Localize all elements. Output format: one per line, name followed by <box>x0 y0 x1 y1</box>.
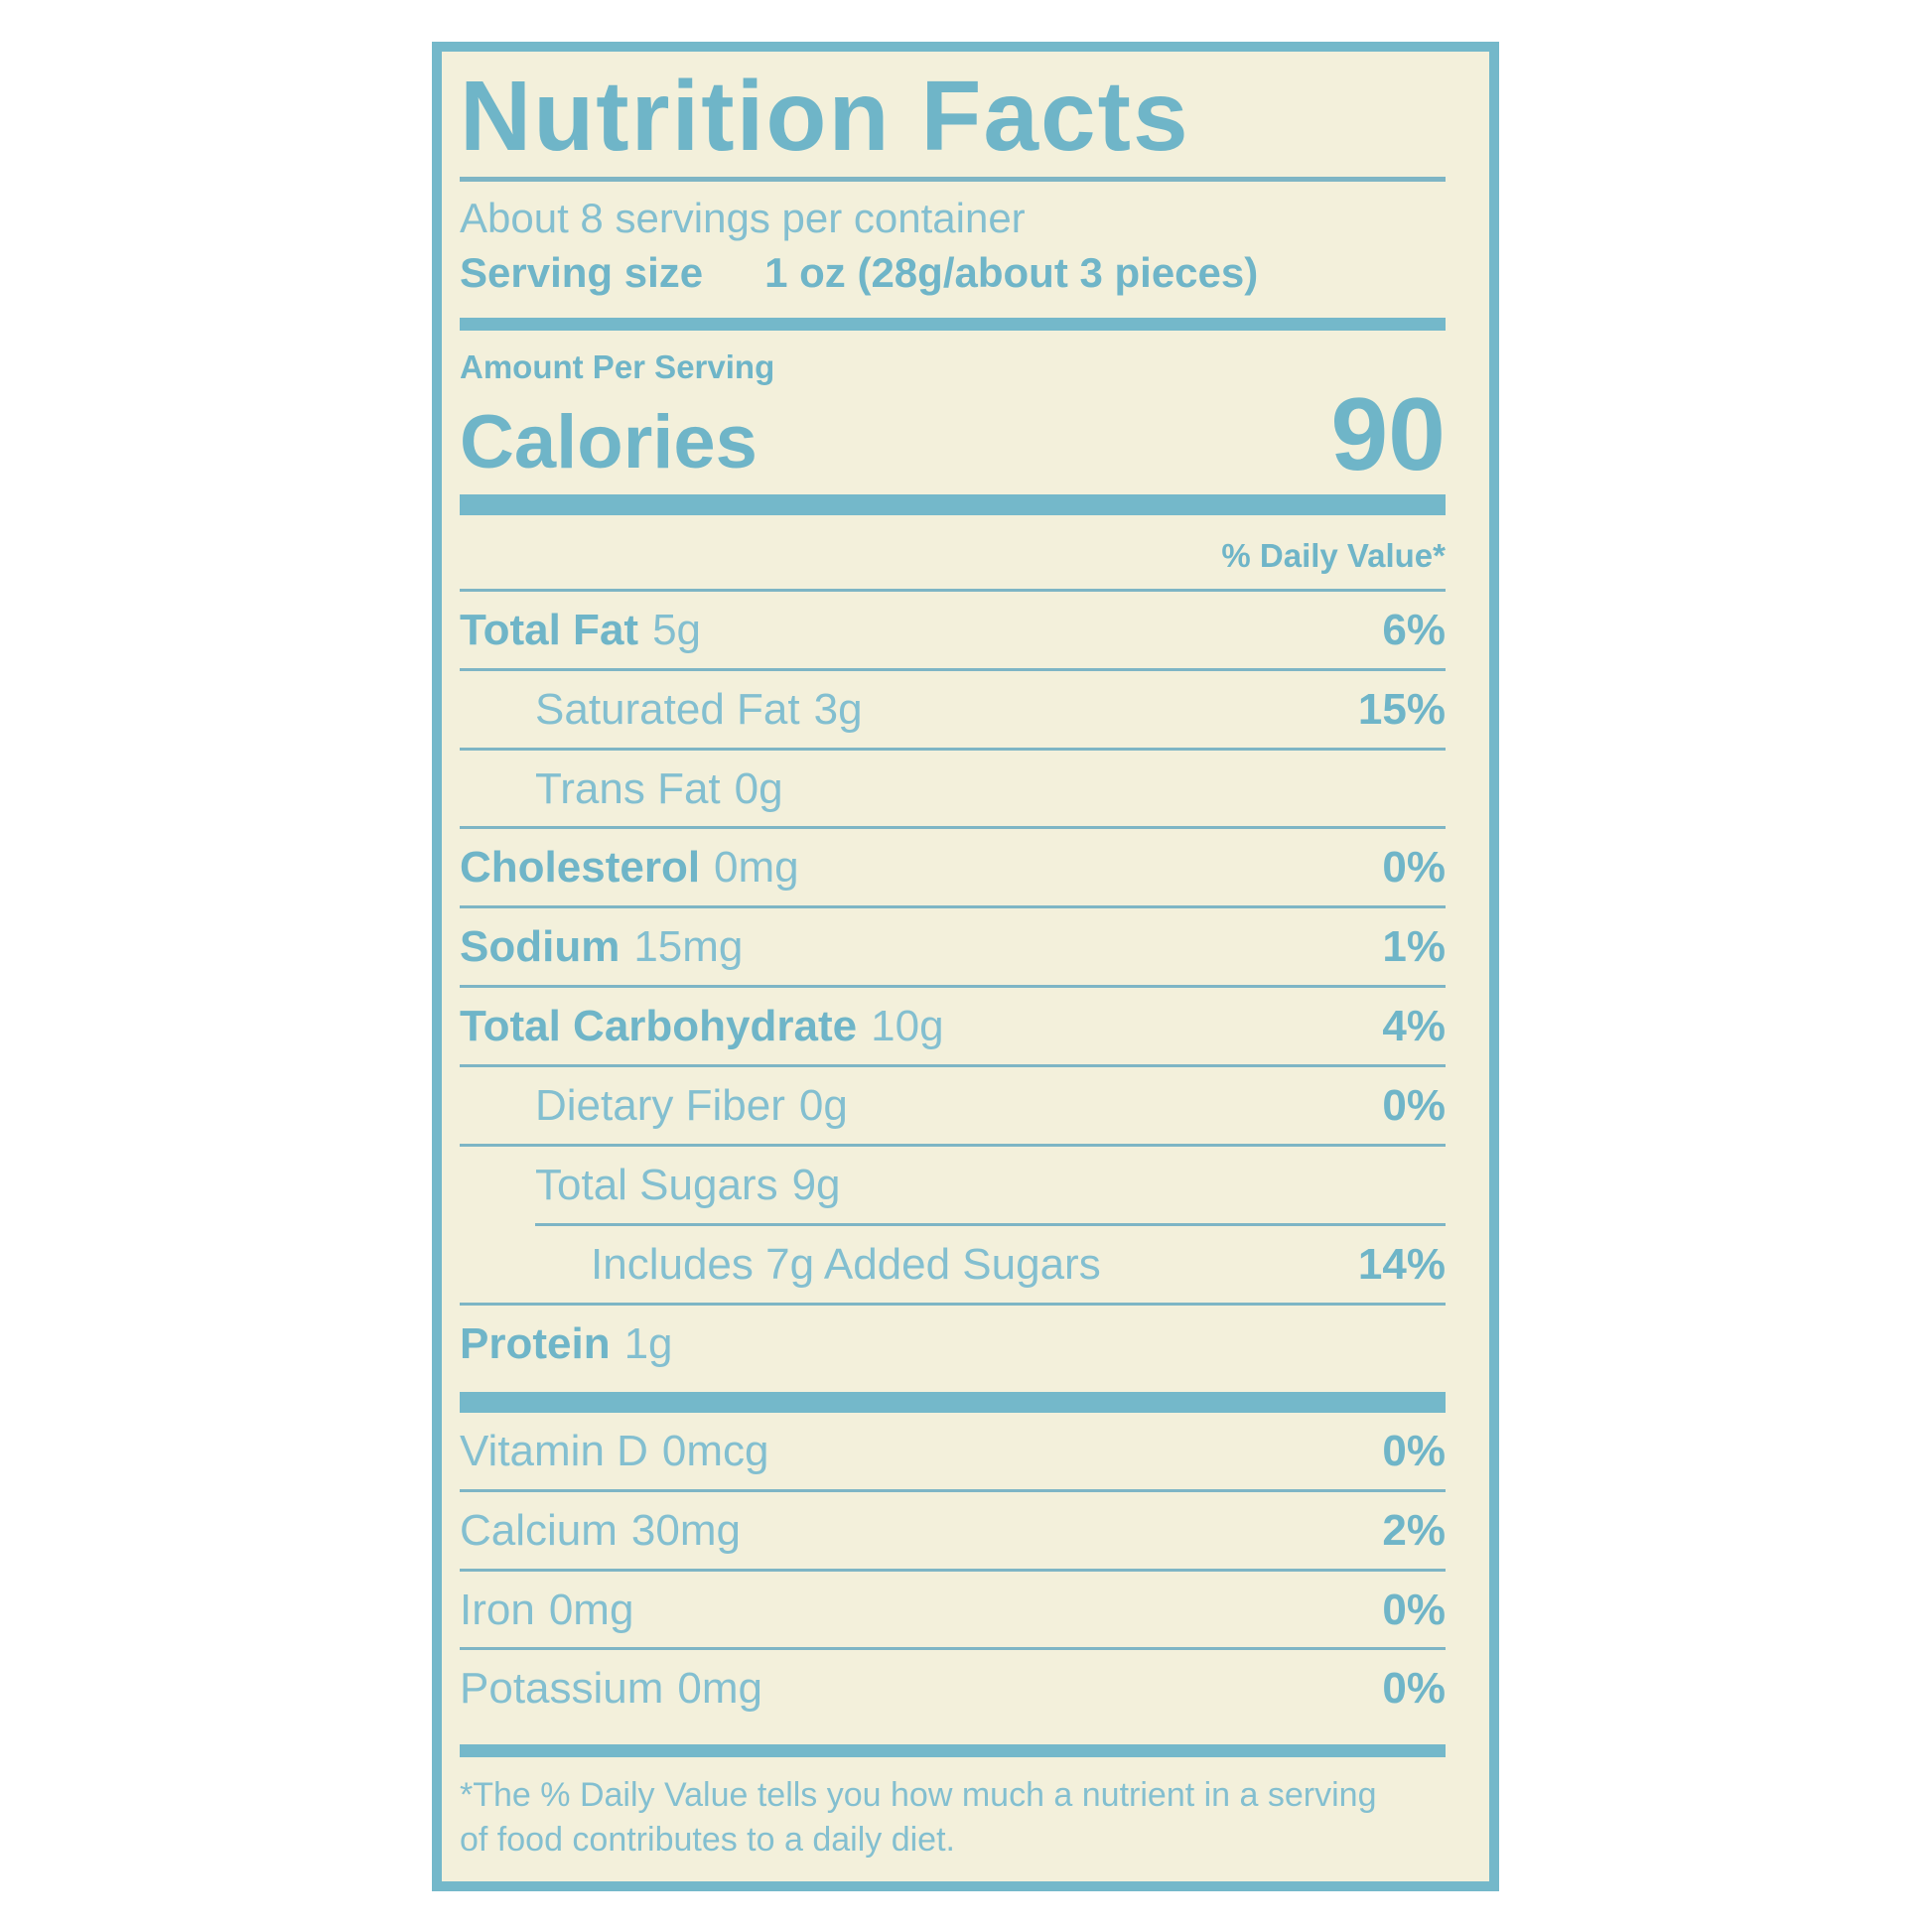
nutrient-percent: 6% <box>1382 605 1446 654</box>
serving-size-row: Serving size 1 oz (28g/about 3 pieces) <box>460 247 1446 300</box>
nutrient-name: Potassium <box>460 1664 664 1714</box>
daily-value-footnote: *The % Daily Value tells you how much a … <box>460 1776 1377 1859</box>
nutrient-name: Total Carbohydrate <box>460 1002 858 1051</box>
section-bar-thick <box>460 493 1446 515</box>
nutrient-row: Total Carbohydrate 10g 4% <box>460 988 1446 1064</box>
nutrient-row: Potassium 0mg 0% <box>460 1650 1446 1726</box>
nutrient-name: Saturated Fat <box>535 684 800 734</box>
separator-rule <box>460 667 1446 671</box>
nutrient-name: Dietary Fiber <box>535 1081 785 1131</box>
nutrient-percent: 2% <box>1382 1505 1446 1555</box>
nutrient-name: Iron <box>460 1585 535 1634</box>
daily-value-header: % Daily Value* <box>1221 536 1446 574</box>
micronutrient-rows: Vitamin D 0mcg 0% Calcium 30mg 2% Iron 0mg 0% Pot… <box>460 1413 1446 1727</box>
nutrient-row: Protein 1g <box>460 1306 1446 1382</box>
nutrient-percent: 0% <box>1382 843 1446 893</box>
section-bar-medium <box>460 1744 1446 1758</box>
nutrient-percent: 0% <box>1382 1664 1446 1714</box>
separator-rule <box>460 1488 1446 1492</box>
nutrient-name: Total Fat <box>460 605 639 654</box>
nutrient-row: Total Sugars 9g <box>460 1147 1446 1223</box>
separator-rule <box>460 1568 1446 1572</box>
nutrient-amount: 0g <box>798 1081 848 1131</box>
separator-rule <box>460 747 1446 751</box>
nutrient-amount: 0mg <box>677 1664 763 1714</box>
nutrient-amount: 5g <box>652 605 702 654</box>
calories-label: Calories <box>460 400 758 485</box>
nutrient-row-left: Sodium 15mg <box>460 921 743 973</box>
nutrient-amount: 0mg <box>714 843 799 893</box>
nutrient-percent: 0% <box>1382 1585 1446 1634</box>
separator-rule <box>460 826 1446 830</box>
section-bar-thick <box>460 1391 1446 1413</box>
serving-size-label: Serving size <box>460 249 704 297</box>
nutrient-row: Cholesterol 0mg 0% <box>460 829 1446 905</box>
nutrient-percent: 0% <box>1382 1426 1446 1475</box>
calories-row: Calories 90 <box>460 376 1446 492</box>
separator-rule <box>460 905 1446 909</box>
title-underline <box>460 177 1446 182</box>
amount-per-serving: Amount Per Serving <box>460 347 775 385</box>
nutrient-row-left: Saturated Fat 3g <box>535 684 863 736</box>
nutrient-amount: 10g <box>871 1002 944 1051</box>
nutrient-name: Sodium <box>460 922 621 972</box>
nutrient-percent: 1% <box>1382 922 1446 972</box>
nutrient-row-left: Total Fat 5g <box>460 605 701 656</box>
nutrient-row: Iron 0mg 0% <box>460 1572 1446 1648</box>
separator-rule <box>460 1144 1446 1148</box>
nutrient-row-left: Iron 0mg <box>460 1585 633 1636</box>
nutrient-name: Protein <box>460 1318 611 1368</box>
nutrient-amount: 0mg <box>548 1585 634 1634</box>
nutrient-percent: 4% <box>1382 1002 1446 1051</box>
nutrient-row-left: Protein 1g <box>460 1318 673 1370</box>
nutrient-amount: 0mcg <box>661 1426 769 1475</box>
separator-rule <box>460 1647 1446 1651</box>
nutrient-name: Includes 7g Added Sugars <box>591 1239 1101 1289</box>
nutrient-name: Cholesterol <box>460 843 701 893</box>
nutrient-row: Saturated Fat 3g 15% <box>460 671 1446 748</box>
nutrient-row-left: Potassium 0mg <box>460 1663 762 1715</box>
separator-rule <box>460 1064 1446 1068</box>
nutrient-row-left: Vitamin D 0mcg <box>460 1426 769 1477</box>
nutrient-percent: 14% <box>1357 1239 1446 1289</box>
nutrient-row-left: Cholesterol 0mg <box>460 842 799 894</box>
separator-rule <box>460 985 1446 989</box>
calories-value: 90 <box>1330 376 1446 492</box>
label-title: Nutrition Facts <box>460 61 1190 172</box>
separator-rule <box>460 588 1446 592</box>
nutrient-amount: 9g <box>791 1161 841 1210</box>
nutrition-facts-label: Nutrition Facts About 8 servings per con… <box>432 42 1499 1891</box>
nutrient-percent: 15% <box>1357 684 1446 734</box>
section-bar-medium <box>460 317 1446 331</box>
nutrient-row: Total Fat 5g 6% <box>460 592 1446 668</box>
nutrient-row: Sodium 15mg 1% <box>460 908 1446 985</box>
nutrient-name: Trans Fat <box>535 763 721 813</box>
nutrient-amount: 15mg <box>633 922 744 972</box>
servings-per-container: About 8 servings per container <box>460 195 1026 241</box>
nutrient-name: Total Sugars <box>535 1161 778 1210</box>
nutrient-rows: Total Fat 5g 6% Saturated Fat 3g 15% Trans Fat… <box>460 592 1446 1382</box>
nutrient-amount: 1g <box>623 1318 673 1368</box>
nutrient-row-left: Includes 7g Added Sugars <box>591 1239 1101 1291</box>
nutrient-row-left: Total Sugars 9g <box>535 1160 841 1211</box>
nutrient-amount: 3g <box>813 684 863 734</box>
nutrient-row-left: Total Carbohydrate 10g <box>460 1001 944 1052</box>
nutrient-row: Dietary Fiber 0g 0% <box>460 1067 1446 1144</box>
nutrient-row: Trans Fat 0g <box>460 751 1446 827</box>
nutrient-row: Calcium 30mg 2% <box>460 1492 1446 1569</box>
nutrient-percent: 0% <box>1382 1081 1446 1131</box>
nutrient-amount: 0g <box>734 763 783 813</box>
nutrient-amount: 30mg <box>630 1505 741 1555</box>
separator-rule <box>460 1302 1446 1306</box>
nutrient-name: Vitamin D <box>460 1426 648 1475</box>
separator-rule <box>535 1222 1446 1226</box>
nutrient-row: Vitamin D 0mcg 0% <box>460 1413 1446 1489</box>
nutrient-name: Calcium <box>460 1505 618 1555</box>
nutrient-row-left: Calcium 30mg <box>460 1505 741 1557</box>
nutrient-row: Includes 7g Added Sugars 14% <box>460 1226 1446 1303</box>
serving-size-value: 1 oz (28g/about 3 pieces) <box>764 249 1259 297</box>
nutrient-row-left: Dietary Fiber 0g <box>535 1080 848 1132</box>
nutrient-row-left: Trans Fat 0g <box>535 763 783 815</box>
